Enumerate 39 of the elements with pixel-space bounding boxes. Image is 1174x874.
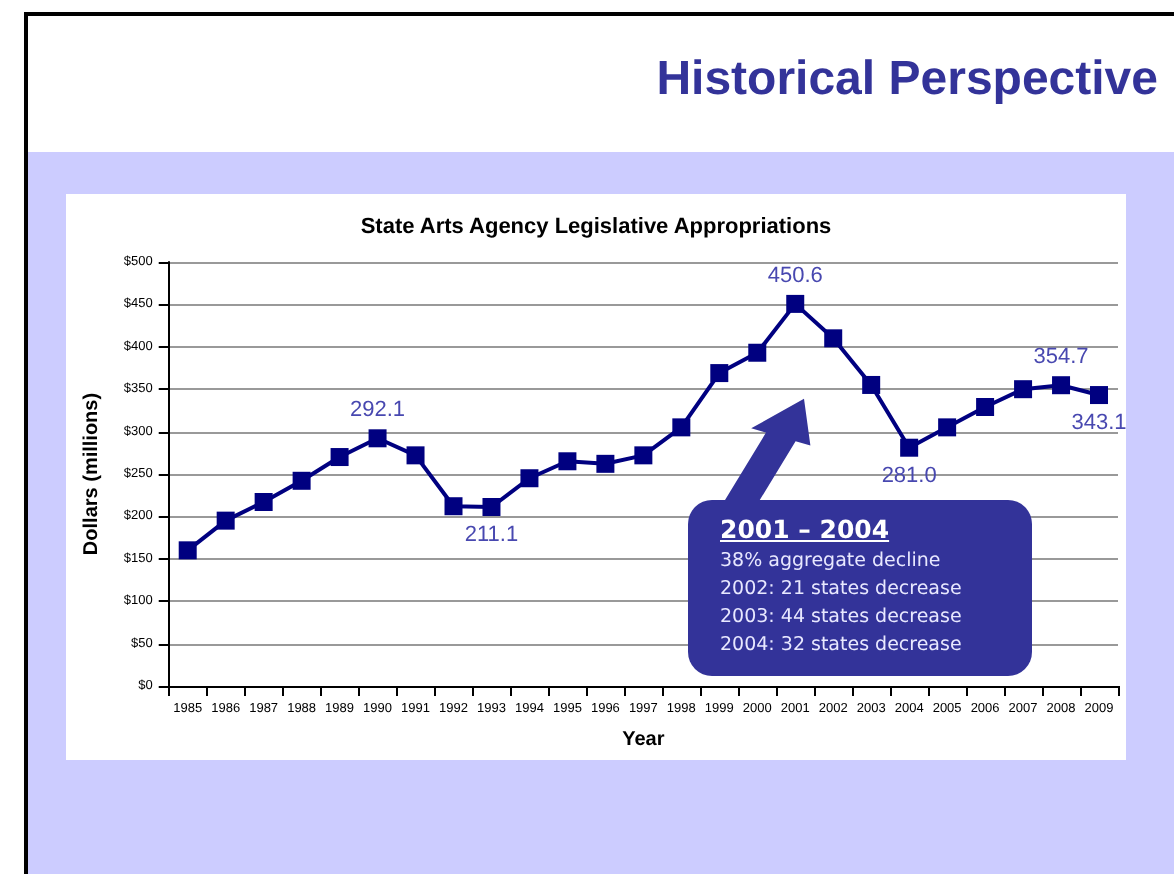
point	[178, 541, 197, 560]
data-label: 343.1	[1071, 411, 1127, 436]
point	[596, 454, 615, 473]
x-axis-title: Year	[622, 729, 665, 751]
data-label: 354.7	[1033, 345, 1089, 370]
y-axis-title: Dollars (millions)	[81, 392, 103, 556]
point	[976, 398, 995, 417]
annotation: 2003: 44 states decrease	[720, 604, 964, 632]
point	[558, 452, 577, 471]
data-label: 292.1	[350, 398, 406, 423]
chart-subtitle: State Arts Agency Legislative Appropriations	[360, 215, 832, 239]
point	[254, 492, 273, 511]
point	[710, 364, 729, 383]
point	[900, 438, 919, 457]
point	[672, 418, 691, 437]
point	[824, 329, 843, 348]
point	[938, 418, 957, 437]
point	[216, 511, 235, 530]
point	[406, 446, 425, 465]
point	[292, 471, 311, 490]
point	[444, 497, 463, 516]
data-label: 450.6	[767, 263, 823, 288]
point	[330, 448, 349, 467]
point	[634, 446, 653, 465]
chart-title: Historical Perspective	[656, 52, 1158, 108]
annotation: 2004: 32 states decrease	[720, 632, 964, 660]
point	[862, 375, 881, 394]
data-label: 211.1	[464, 522, 519, 547]
point	[1090, 386, 1109, 405]
point	[520, 469, 539, 488]
point	[1052, 376, 1071, 395]
point	[368, 429, 387, 448]
annotation: 38% aggregate decline	[720, 548, 943, 576]
point	[786, 294, 805, 313]
annotation: 2002: 21 states decrease	[720, 576, 964, 604]
point	[482, 497, 501, 516]
point	[1014, 380, 1033, 399]
annotation: 2001 – 2004	[720, 512, 892, 548]
point	[748, 343, 767, 362]
